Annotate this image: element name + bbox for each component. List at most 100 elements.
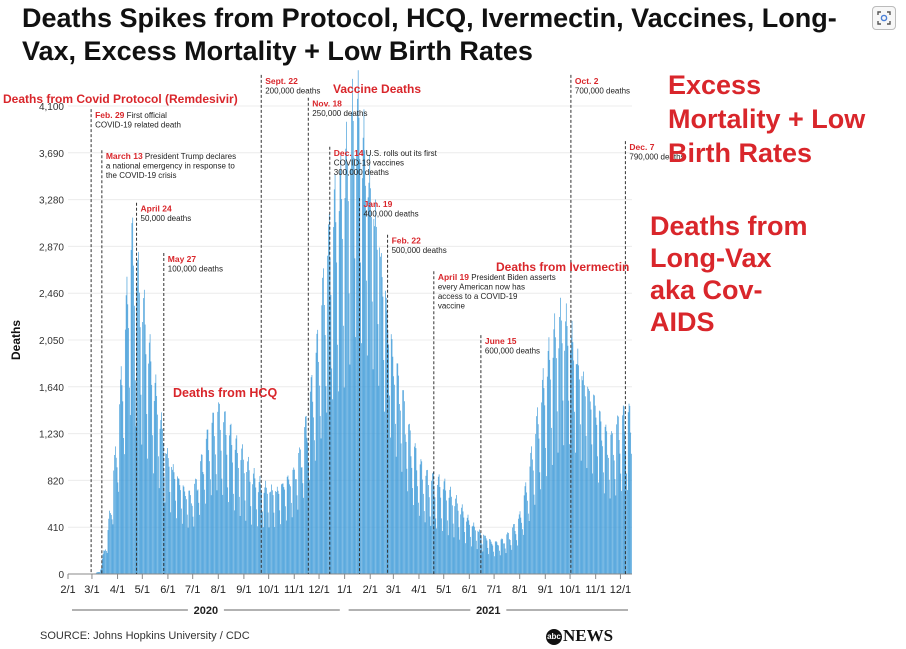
bar [442, 489, 444, 574]
event-label: May 27 [168, 254, 197, 264]
bar [391, 339, 393, 574]
bar [121, 385, 123, 574]
bar [309, 391, 311, 574]
bar [404, 434, 406, 574]
bar [451, 505, 453, 574]
bar [369, 154, 371, 574]
bar [589, 401, 591, 574]
bar [427, 469, 428, 574]
bar [385, 297, 387, 574]
bar [613, 454, 614, 574]
bar [203, 474, 205, 574]
bar [467, 514, 469, 574]
bar [602, 446, 603, 574]
bar [139, 292, 140, 574]
bar [162, 428, 163, 574]
bar [557, 452, 559, 574]
bar [284, 489, 286, 574]
bar [620, 473, 622, 574]
bar [285, 506, 286, 574]
bar [134, 305, 135, 574]
bar [461, 507, 462, 574]
bar [607, 454, 608, 574]
bar [120, 379, 121, 574]
bar [129, 387, 130, 574]
bar [191, 503, 192, 574]
bar [444, 478, 446, 574]
bar [592, 473, 594, 574]
bar [173, 472, 175, 574]
bar [310, 377, 312, 574]
bar [538, 438, 540, 574]
bar [262, 511, 263, 574]
bar [295, 479, 297, 574]
bar [435, 518, 437, 574]
x-tick-label: 12/1 [610, 584, 631, 596]
bar [318, 361, 319, 574]
bar [205, 438, 207, 574]
bar [377, 324, 379, 574]
bar [560, 320, 562, 574]
bar [402, 390, 404, 574]
bar [575, 364, 577, 574]
bar [277, 490, 279, 574]
bar [278, 493, 280, 574]
bar [446, 500, 447, 574]
bar [305, 415, 307, 574]
bar [380, 256, 381, 574]
bar [545, 447, 546, 574]
bar [364, 150, 366, 575]
x-tick-label: 10/1 [258, 584, 279, 596]
bar [137, 259, 139, 574]
visual-search-icon[interactable] [872, 6, 896, 30]
bar [478, 531, 480, 574]
bar [440, 497, 442, 574]
bar [516, 540, 518, 574]
bar [622, 415, 623, 574]
bar [239, 515, 241, 574]
bar [314, 460, 316, 574]
bar [388, 344, 390, 574]
bar [252, 473, 254, 574]
bar [176, 518, 177, 574]
bar [549, 359, 551, 574]
bar [481, 544, 483, 574]
bar [347, 164, 348, 574]
bar [149, 334, 151, 574]
bar [357, 70, 359, 574]
bar [630, 432, 632, 574]
bar [329, 258, 331, 574]
bar [150, 361, 152, 574]
overlay-vaccine: Vaccine Deaths [333, 82, 421, 96]
bar [455, 498, 456, 574]
bar [233, 493, 234, 574]
bar [587, 386, 589, 574]
event-text: a national emergency in response to [106, 162, 236, 171]
bar [248, 456, 249, 574]
bar [544, 405, 546, 574]
bar [355, 337, 357, 574]
bar [616, 424, 617, 574]
bar [540, 489, 541, 574]
bar [167, 448, 168, 574]
bar [475, 540, 477, 574]
bar [214, 454, 216, 574]
bar [452, 523, 454, 574]
source-note: SOURCE: Johns Hopkins University / CDC [40, 630, 250, 642]
bar [363, 109, 365, 575]
bar [103, 550, 105, 574]
bar [513, 524, 514, 574]
x-tick-label: 2/1 [60, 584, 75, 596]
y-tick-label: 0 [58, 570, 64, 581]
bar [361, 343, 362, 574]
bar [339, 170, 341, 574]
bar [489, 538, 490, 574]
bar [130, 249, 132, 574]
bar [244, 500, 246, 574]
bar [373, 218, 375, 574]
bar [515, 534, 517, 574]
bar [335, 222, 337, 574]
bar [566, 326, 568, 574]
bar [471, 526, 473, 574]
bar [105, 549, 106, 574]
